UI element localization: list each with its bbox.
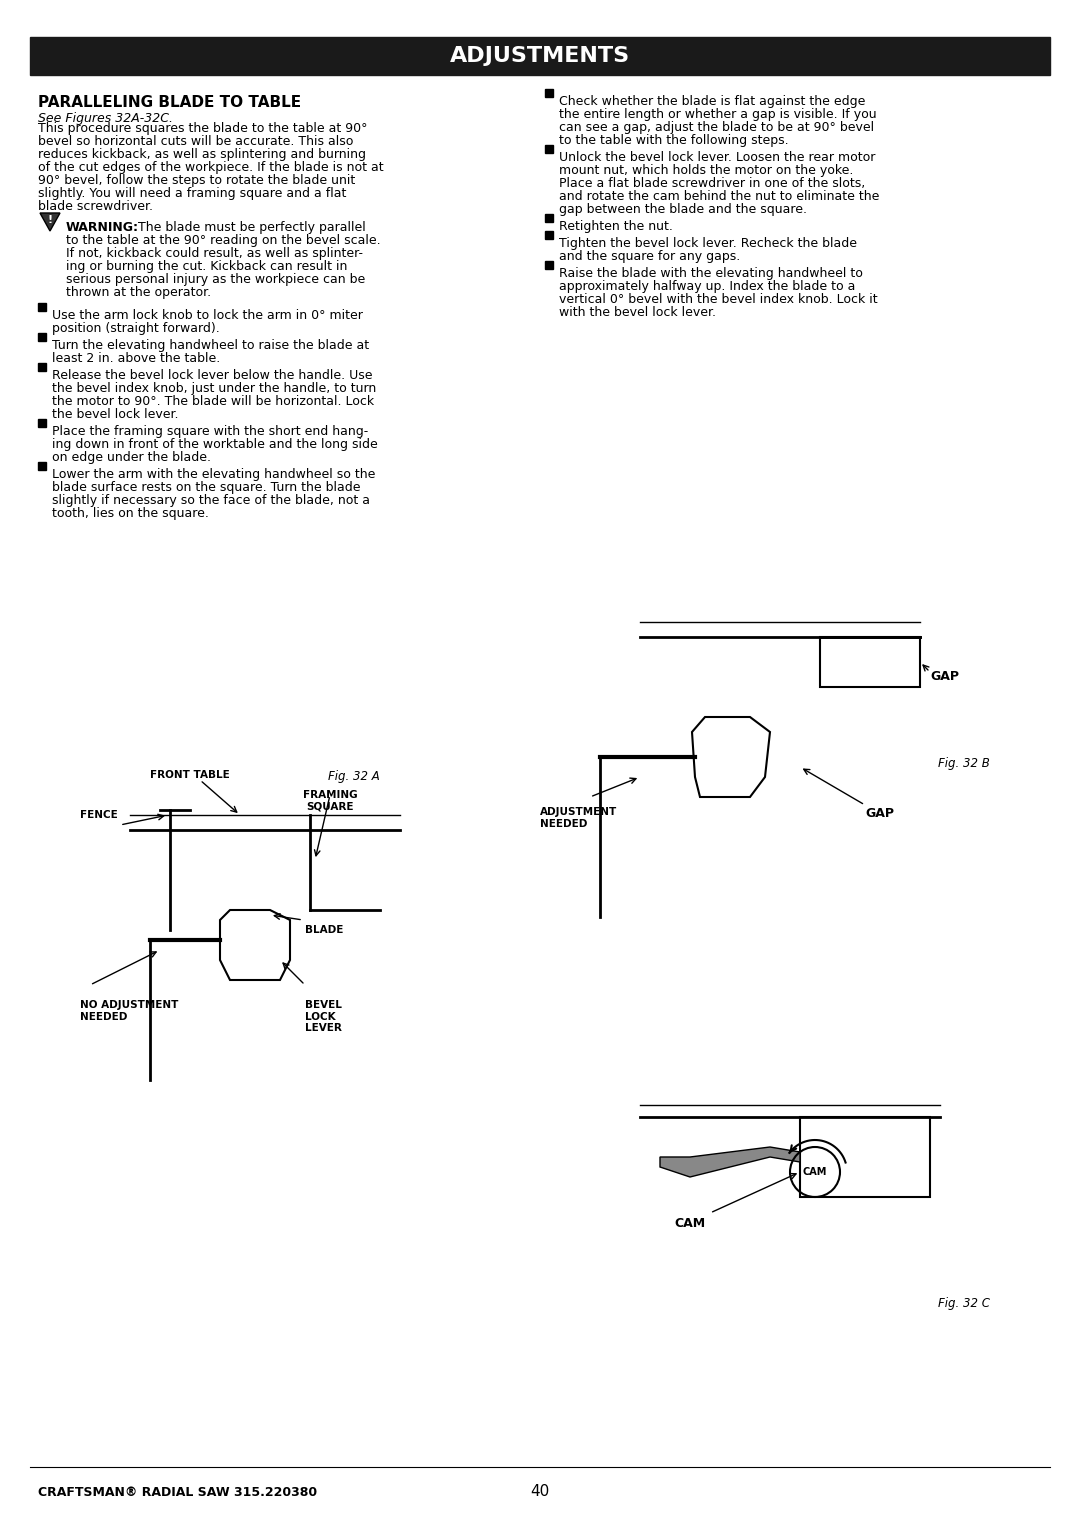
Bar bbox=[38, 420, 46, 427]
Text: Place the framing square with the short end hang-: Place the framing square with the short … bbox=[52, 426, 368, 438]
Text: reduces kickback, as well as splintering and burning: reduces kickback, as well as splintering… bbox=[38, 148, 366, 161]
Text: Raise the blade with the elevating handwheel to: Raise the blade with the elevating handw… bbox=[559, 267, 863, 280]
Text: Unlock the bevel lock lever. Loosen the rear motor: Unlock the bevel lock lever. Loosen the … bbox=[559, 151, 876, 164]
Text: Turn the elevating handwheel to raise the blade at: Turn the elevating handwheel to raise th… bbox=[52, 340, 369, 352]
Text: PARALLELING BLADE TO TABLE: PARALLELING BLADE TO TABLE bbox=[38, 95, 301, 111]
Text: thrown at the operator.: thrown at the operator. bbox=[66, 286, 211, 300]
Bar bbox=[30, 37, 1050, 75]
Text: with the bevel lock lever.: with the bevel lock lever. bbox=[559, 306, 716, 320]
Text: vertical 0° bevel with the bevel index knob. Lock it: vertical 0° bevel with the bevel index k… bbox=[559, 294, 878, 306]
Text: FENCE: FENCE bbox=[80, 810, 118, 821]
Bar bbox=[545, 231, 553, 238]
Text: FRAMING
SQUARE: FRAMING SQUARE bbox=[302, 790, 357, 812]
Text: to the table with the following steps.: to the table with the following steps. bbox=[559, 134, 788, 148]
Text: Retighten the nut.: Retighten the nut. bbox=[559, 220, 673, 234]
Text: least 2 in. above the table.: least 2 in. above the table. bbox=[52, 352, 220, 364]
Text: position (straight forward).: position (straight forward). bbox=[52, 321, 219, 335]
Polygon shape bbox=[40, 214, 60, 231]
Bar bbox=[38, 363, 46, 370]
Bar bbox=[545, 261, 553, 269]
Text: to the table at the 90° reading on the bevel scale.: to the table at the 90° reading on the b… bbox=[66, 234, 380, 247]
Text: and rotate the cam behind the nut to eliminate the: and rotate the cam behind the nut to eli… bbox=[559, 191, 879, 203]
Text: bevel so horizontal cuts will be accurate. This also: bevel so horizontal cuts will be accurat… bbox=[38, 135, 353, 148]
Text: Lower the arm with the elevating handwheel so the: Lower the arm with the elevating handwhe… bbox=[52, 467, 376, 481]
Text: Fig. 32 B: Fig. 32 B bbox=[939, 758, 990, 770]
Bar bbox=[38, 334, 46, 341]
Text: WARNING:: WARNING: bbox=[66, 221, 139, 234]
Bar bbox=[545, 144, 553, 154]
Text: the bevel lock lever.: the bevel lock lever. bbox=[52, 407, 178, 421]
Bar bbox=[38, 463, 46, 470]
Text: Place a flat blade screwdriver in one of the slots,: Place a flat blade screwdriver in one of… bbox=[559, 177, 865, 191]
Text: tooth, lies on the square.: tooth, lies on the square. bbox=[52, 507, 208, 520]
Text: See Figures 32A-32C.: See Figures 32A-32C. bbox=[38, 112, 173, 124]
Text: serious personal injury as the workpiece can be: serious personal injury as the workpiece… bbox=[66, 274, 365, 286]
Text: GAP: GAP bbox=[865, 807, 894, 821]
Text: mount nut, which holds the motor on the yoke.: mount nut, which holds the motor on the … bbox=[559, 164, 853, 177]
Bar bbox=[545, 89, 553, 97]
Bar bbox=[820, 636, 920, 687]
Text: Use the arm lock knob to lock the arm in 0° miter: Use the arm lock knob to lock the arm in… bbox=[52, 309, 363, 321]
Text: Release the bevel lock lever below the handle. Use: Release the bevel lock lever below the h… bbox=[52, 369, 373, 383]
Text: Check whether the blade is flat against the edge: Check whether the blade is flat against … bbox=[559, 95, 865, 108]
Text: and the square for any gaps.: and the square for any gaps. bbox=[559, 251, 740, 263]
Text: the entire length or whether a gap is visible. If you: the entire length or whether a gap is vi… bbox=[559, 108, 877, 121]
Bar bbox=[38, 303, 46, 310]
Text: of the cut edges of the workpiece. If the blade is not at: of the cut edges of the workpiece. If th… bbox=[38, 161, 383, 174]
Text: This procedure squares the blade to the table at 90°: This procedure squares the blade to the … bbox=[38, 121, 367, 135]
Text: ing or burning the cut. Kickback can result in: ing or burning the cut. Kickback can res… bbox=[66, 260, 348, 274]
Text: 90° bevel, follow the steps to rotate the blade unit: 90° bevel, follow the steps to rotate th… bbox=[38, 174, 355, 188]
Text: slightly if necessary so the face of the blade, not a: slightly if necessary so the face of the… bbox=[52, 493, 370, 507]
Text: Fig. 32 A: Fig. 32 A bbox=[328, 770, 380, 782]
Text: blade screwdriver.: blade screwdriver. bbox=[38, 200, 153, 214]
Text: FRONT TABLE: FRONT TABLE bbox=[150, 770, 230, 779]
Text: the motor to 90°. The blade will be horizontal. Lock: the motor to 90°. The blade will be hori… bbox=[52, 395, 374, 407]
Text: BLADE: BLADE bbox=[305, 925, 343, 934]
Text: can see a gap, adjust the blade to be at 90° bevel: can see a gap, adjust the blade to be at… bbox=[559, 121, 874, 134]
Text: The blade must be perfectly parallel: The blade must be perfectly parallel bbox=[134, 221, 366, 234]
Text: gap between the blade and the square.: gap between the blade and the square. bbox=[559, 203, 807, 217]
Text: CAM: CAM bbox=[802, 1167, 827, 1177]
Text: slightly. You will need a framing square and a flat: slightly. You will need a framing square… bbox=[38, 188, 347, 200]
Text: approximately halfway up. Index the blade to a: approximately halfway up. Index the blad… bbox=[559, 280, 855, 294]
Text: BEVEL
LOCK
LEVER: BEVEL LOCK LEVER bbox=[305, 1001, 342, 1033]
Text: ADJUSTMENT
NEEDED: ADJUSTMENT NEEDED bbox=[540, 807, 618, 828]
Bar bbox=[545, 214, 553, 221]
Text: 40: 40 bbox=[530, 1485, 550, 1500]
Text: ing down in front of the worktable and the long side: ing down in front of the worktable and t… bbox=[52, 438, 378, 450]
Text: NO ADJUSTMENT
NEEDED: NO ADJUSTMENT NEEDED bbox=[80, 1001, 178, 1022]
Text: CAM: CAM bbox=[674, 1217, 705, 1230]
Text: Tighten the bevel lock lever. Recheck the blade: Tighten the bevel lock lever. Recheck th… bbox=[559, 237, 858, 251]
Text: blade surface rests on the square. Turn the blade: blade surface rests on the square. Turn … bbox=[52, 481, 361, 493]
Text: CRAFTSMAN® RADIAL SAW 315.220380: CRAFTSMAN® RADIAL SAW 315.220380 bbox=[38, 1485, 318, 1499]
Bar bbox=[800, 1117, 930, 1197]
Polygon shape bbox=[660, 1147, 800, 1177]
Text: the bevel index knob, just under the handle, to turn: the bevel index knob, just under the han… bbox=[52, 383, 376, 395]
Text: If not, kickback could result, as well as splinter-: If not, kickback could result, as well a… bbox=[66, 247, 363, 260]
Text: GAP: GAP bbox=[930, 670, 959, 684]
Text: !: ! bbox=[48, 215, 53, 224]
Text: ADJUSTMENTS: ADJUSTMENTS bbox=[450, 46, 630, 66]
Text: Fig. 32 C: Fig. 32 C bbox=[939, 1297, 990, 1310]
Text: on edge under the blade.: on edge under the blade. bbox=[52, 450, 211, 464]
